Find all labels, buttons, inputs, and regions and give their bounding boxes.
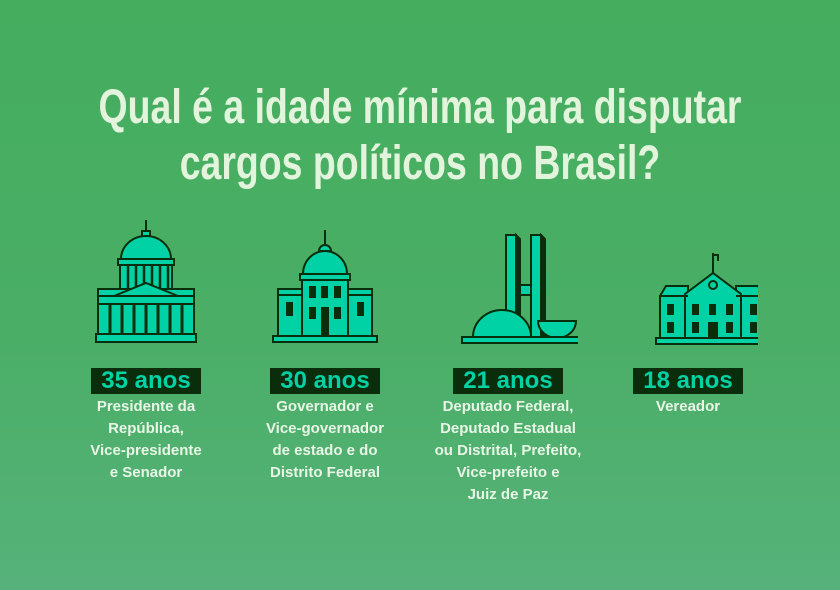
roles-list: Governador e Vice-governador de estado e…: [265, 398, 385, 481]
age-item-18: 18 anos Vereador: [593, 215, 783, 418]
roles-list: Deputado Federal, Deputado Estadual ou D…: [434, 398, 582, 503]
age-badge: 30 anos: [270, 368, 380, 394]
state-government-building-icon: [272, 230, 378, 343]
age-item-21: 21 anos Deputado Federal, Deputado Estad…: [413, 215, 603, 506]
age-badge: 35 anos: [91, 368, 201, 394]
page-title: Qual é a idade mínima para disputar carg…: [98, 81, 742, 190]
capitol-dome-building-icon: [95, 220, 197, 343]
age-item-30: 30 anos Governador e Vice-governador de …: [230, 215, 420, 484]
age-item-35: 35 anos Presidente da República, Vice-pr…: [51, 215, 241, 484]
national-congress-building-icon: [461, 232, 578, 344]
city-hall-building-icon: [655, 253, 758, 345]
age-badge: 18 anos: [633, 368, 743, 394]
roles-list: Presidente da República, Vice-presidente…: [90, 398, 202, 481]
roles-list: Vereador: [655, 398, 721, 415]
age-badge: 21 anos: [453, 368, 563, 394]
